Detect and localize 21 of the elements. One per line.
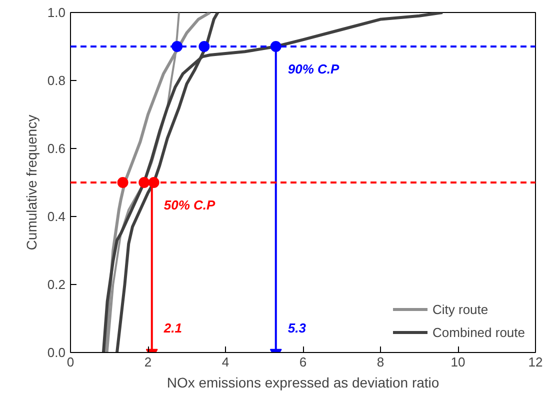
annotation: 90% C.P — [288, 62, 340, 76]
x-axis-title: NOx emissions expressed as deviation ratio — [166, 374, 440, 390]
y-tick-label: 1.0 — [47, 5, 66, 20]
annotation: 2.1 — [162, 320, 182, 336]
y-tick-label: 0.8 — [47, 73, 66, 88]
x-tick-label: 2 — [144, 354, 152, 370]
y-tick-label: 0.0 — [47, 345, 66, 360]
x-tick-label: 6 — [299, 354, 307, 370]
y-axis-title: Cumulative frequency — [23, 114, 40, 250]
x-tick-label: 10 — [450, 354, 466, 370]
y-tick-label: 0.4 — [47, 209, 66, 224]
x-tick-label: 4 — [222, 354, 230, 370]
annotation: 50% C.P — [164, 198, 216, 212]
legend-label: City route — [432, 302, 488, 316]
y-tick-label: 0.6 — [47, 141, 66, 156]
x-tick-label: 12 — [528, 354, 543, 370]
x-tick-label: 0 — [66, 354, 74, 370]
x-tick-label: 8 — [376, 354, 384, 370]
legend-label: Combined route — [432, 324, 525, 340]
y-tick-label: 0.2 — [47, 277, 66, 292]
annotation: 5.3 — [288, 320, 307, 336]
